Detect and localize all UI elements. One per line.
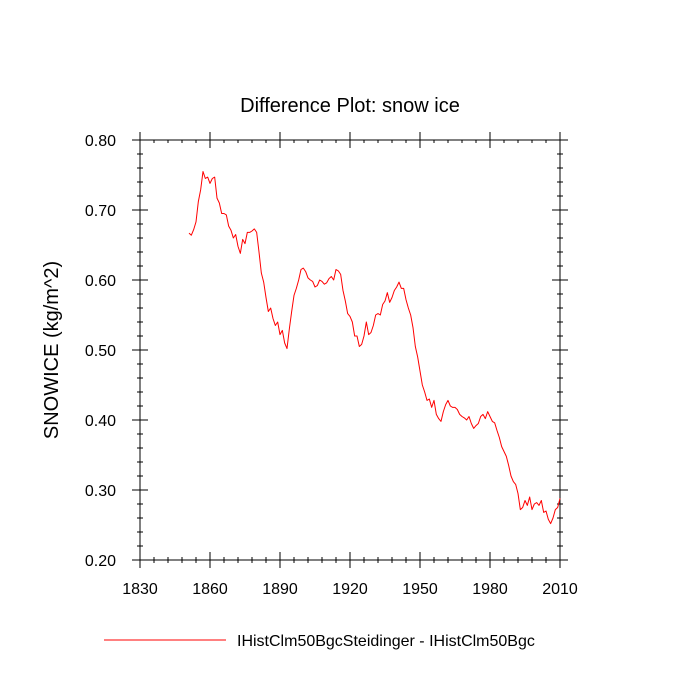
x-tick-label: 1920 [332,581,368,598]
y-tick-label: 0.50 [85,343,116,360]
axis-ticks [132,132,568,568]
x-tick-label: 1890 [262,581,298,598]
y-axis-label: SNOWICE (kg/m^2) [41,261,63,439]
chart-title: Difference Plot: snow ice [240,95,460,117]
y-tick-label: 0.70 [85,203,116,220]
x-tick-label: 2010 [542,581,578,598]
y-tick-label: 0.60 [85,273,116,290]
x-tick-label: 1980 [472,581,508,598]
y-tick-label: 0.30 [85,483,116,500]
x-tick-label: 1830 [122,581,158,598]
series-line [188,171,561,525]
y-tick-label: 0.40 [85,413,116,430]
legend: IHistClm50BgcSteidinger - IHistClm50Bgc [104,633,535,650]
series-lines [188,171,561,525]
x-tick-label: 1950 [402,581,438,598]
y-tick-label: 0.20 [85,553,116,570]
legend-label: IHistClm50BgcSteidinger - IHistClm50Bgc [237,633,535,650]
y-tick-label: 0.80 [85,133,116,150]
plot-frame [139,139,561,561]
x-tick-label: 1860 [192,581,228,598]
tick-labels: 1830 1860 1890 1920 1950 1980 2010 0.20 0.30 0.40… [85,133,578,598]
